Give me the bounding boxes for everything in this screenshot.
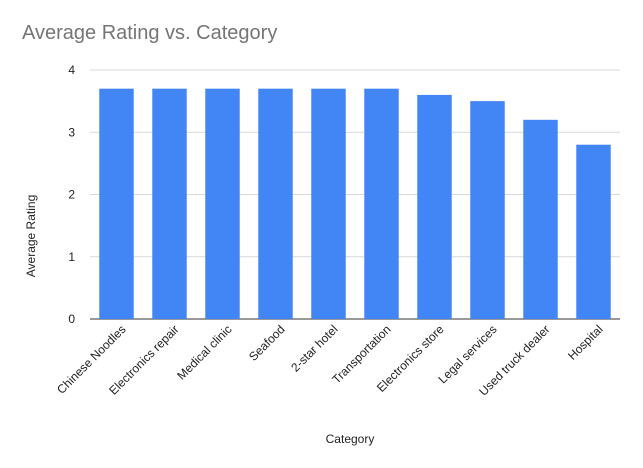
- bar: [364, 88, 399, 319]
- x-tick-label: 2-star hotel: [288, 322, 340, 374]
- y-axis-title: Average Rating: [24, 195, 38, 278]
- x-axis-title: Category: [326, 432, 375, 446]
- bar: [311, 88, 346, 319]
- bar: [99, 88, 134, 319]
- bar: [417, 94, 452, 320]
- bar: [576, 144, 611, 319]
- y-axis-ticks: 0 1 2 3 4: [68, 63, 75, 326]
- bar: [205, 88, 240, 319]
- bar: [470, 101, 505, 319]
- bar: [523, 119, 558, 319]
- y-tick-label: 0: [68, 312, 75, 326]
- y-tick-label: 1: [68, 250, 75, 264]
- bars: [99, 88, 611, 320]
- bar: [152, 88, 187, 319]
- y-tick-label: 4: [68, 63, 75, 77]
- chart-title: Average Rating vs. Category: [22, 22, 278, 44]
- x-tick-label: Hospital: [565, 322, 606, 363]
- bar: [258, 88, 293, 319]
- y-tick-label: 2: [68, 188, 75, 202]
- x-tick-label: Medical clinic: [174, 322, 234, 382]
- y-tick-label: 3: [68, 125, 75, 139]
- x-tick-label: Seafood: [246, 322, 288, 364]
